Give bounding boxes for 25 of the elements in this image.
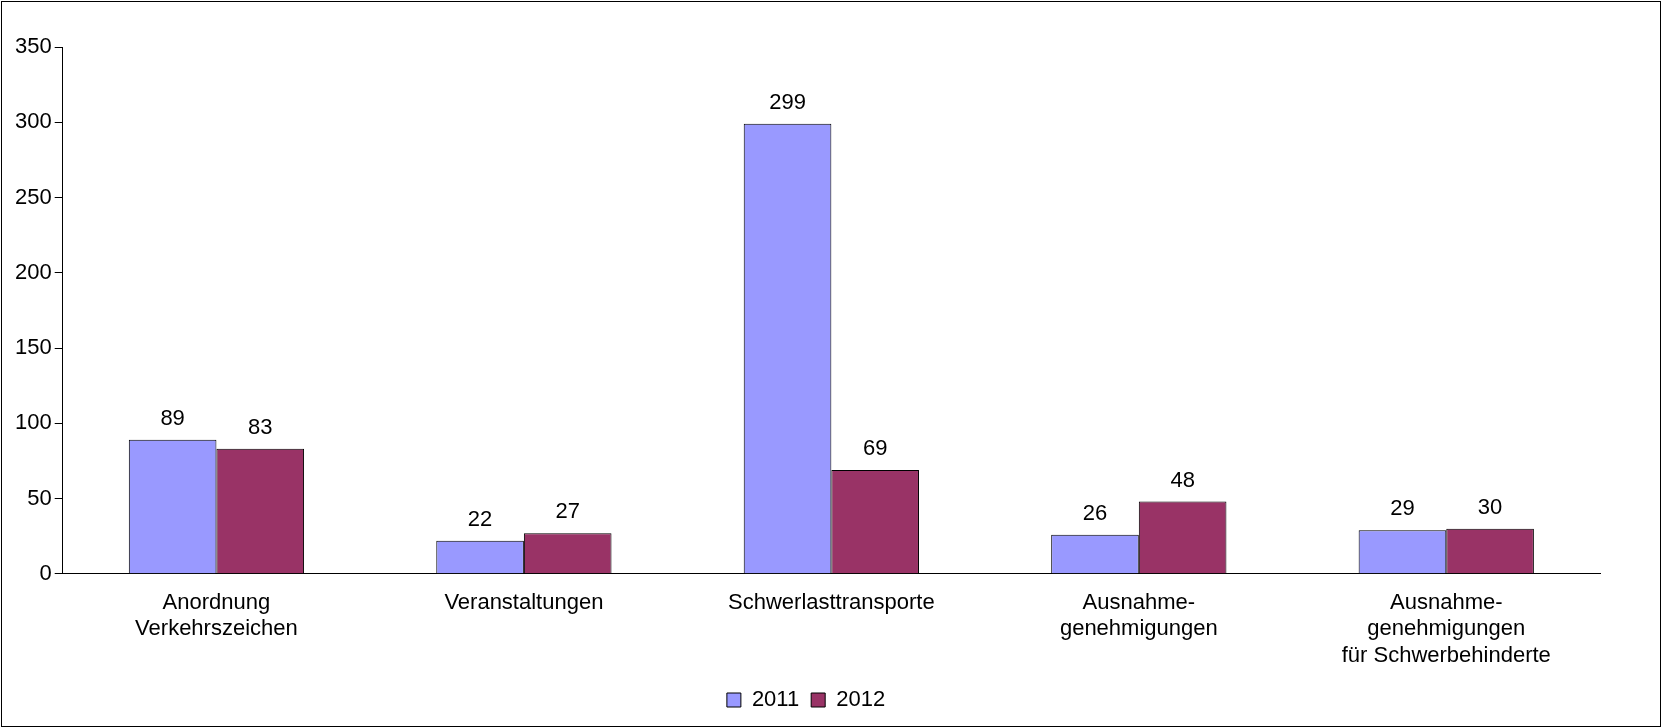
x-tick-label: Anordnung Verkehrszeichen [135, 589, 298, 641]
legend-label: 2012 [836, 686, 886, 712]
data-label: 29 [1390, 495, 1415, 521]
x-tick-label: Veranstaltungen [444, 589, 604, 615]
data-label: 30 [1477, 493, 1503, 519]
y-tick-label: 250 [14, 183, 52, 209]
data-label: 26 [1082, 499, 1108, 525]
data-label: 89 [160, 404, 185, 430]
y-tick-label: 100 [14, 409, 52, 435]
data-label: 22 [467, 505, 493, 531]
x-tick-label: Schwerlasttransporte [728, 589, 935, 615]
x-tick-label: Ausnahme- genehmigungen für Schwerbehinderte [1341, 589, 1551, 667]
y-tick-label: 200 [14, 258, 52, 284]
y-tick-label: 0 [39, 559, 52, 585]
data-label: 69 [862, 435, 888, 461]
legend-label: 2011 [751, 686, 800, 712]
data-label: 83 [248, 413, 273, 439]
y-tick-label: 50 [27, 484, 52, 510]
data-label: 48 [1170, 466, 1195, 492]
data-label: 27 [555, 498, 580, 524]
y-tick-label: 350 [14, 33, 52, 59]
y-tick-label: 150 [14, 334, 52, 360]
x-tick-label: Ausnahme- genehmigungen [1059, 589, 1218, 641]
data-label: 299 [769, 88, 806, 114]
y-tick-label: 300 [14, 108, 52, 134]
